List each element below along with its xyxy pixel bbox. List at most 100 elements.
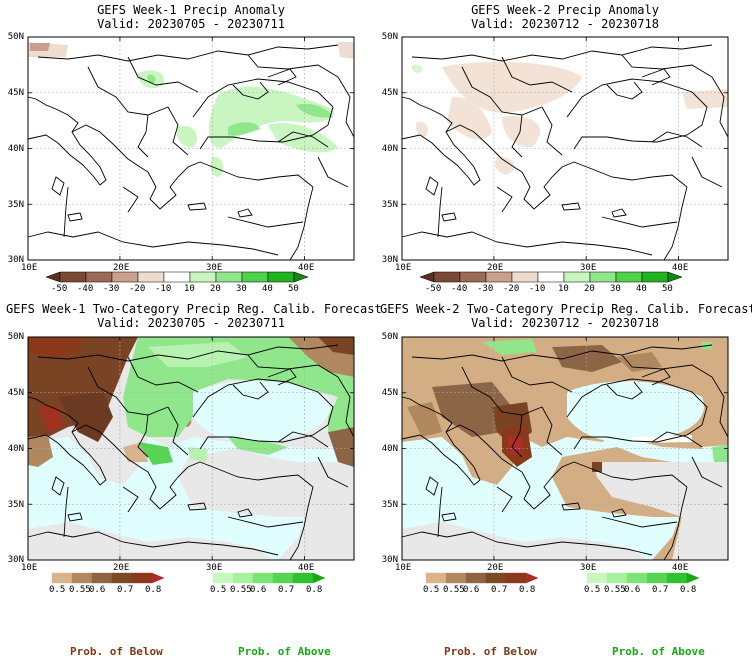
map-outline-path (606, 81, 643, 100)
map-outline-path (227, 216, 304, 228)
above-colorbar-swatch (626, 572, 648, 584)
map-outline-path (663, 186, 688, 261)
map-outline-path (27, 231, 279, 256)
anomaly-colorbar-label: -20 (503, 284, 520, 294)
above-colorbar-swatch (646, 572, 668, 584)
map-outline-path (566, 78, 708, 150)
below-colorbar-swatch (111, 572, 133, 584)
lon-label-20e: 20E (113, 263, 130, 273)
anomaly-colorbar-label: -40 (451, 284, 468, 294)
anomaly-colorbar-swatch (111, 271, 139, 283)
above-colorbar-swatch (212, 572, 234, 584)
lat-label-30n: 30N (381, 255, 398, 265)
map-outline-path (247, 54, 339, 78)
map-outline-path (521, 461, 575, 510)
below-colorbar-swatch (425, 572, 447, 584)
map-outline-path (461, 66, 543, 116)
map-outline-path (511, 414, 523, 458)
lat-label-50n: 50N (7, 332, 24, 342)
map-outline-path (541, 106, 563, 156)
above-colorbar-swatch (292, 572, 314, 584)
map-outline-path (641, 68, 671, 86)
map-outline-path (232, 81, 269, 100)
anomaly-colorbar-label: -50 (425, 284, 442, 294)
map-outline-path (67, 512, 83, 522)
lat-label-40n: 40N (381, 144, 398, 154)
lat-label-30n: 30N (381, 555, 398, 565)
anomaly-colorbar-label: -50 (51, 284, 68, 294)
lon-label-30e: 30E (580, 263, 597, 273)
negative-anomaly-area (415, 61, 728, 175)
map-outline-path (445, 424, 523, 473)
map-outline-path (711, 76, 729, 138)
panel-valid-date: Valid: 20230712 - 20230718 (471, 316, 659, 330)
map-outline-path (122, 186, 139, 213)
map-outline-path (711, 376, 729, 438)
below-colorbar-swatch (51, 572, 73, 584)
below-normal-area (407, 345, 662, 472)
lon-label-20e: 20E (487, 263, 504, 273)
anomaly-colorbar-swatch (433, 271, 461, 283)
map-outline-path (192, 378, 334, 450)
below-colorbar-swatch (465, 572, 487, 584)
map-outline-path (192, 78, 334, 150)
panel-valid-date: Valid: 20230705 - 20230711 (97, 17, 285, 31)
above-colorbar-swatch (232, 572, 254, 584)
map-outline-path (566, 378, 708, 450)
anomaly-colorbar-swatch (293, 271, 309, 283)
lat-label-45n: 45N (7, 388, 24, 398)
anomaly-colorbar-label: -40 (77, 284, 94, 294)
prob-above-label: Prob. of Above (238, 645, 331, 658)
map-outline-path (437, 186, 443, 238)
map-frame (27, 36, 355, 261)
map-outline-path (561, 502, 581, 511)
map-outline-path (27, 96, 107, 186)
lat-label-45n: 45N (381, 88, 398, 98)
map-outline-path (337, 376, 355, 438)
anomaly-colorbar-swatch (85, 271, 113, 283)
map-outline-path (521, 161, 575, 210)
map-outline-path (67, 212, 83, 222)
coastline-borders (27, 344, 355, 561)
map-outline-path (247, 354, 339, 378)
positive-anomaly-area (411, 64, 423, 73)
map-outline-path (601, 216, 678, 228)
map-outline-path (501, 356, 573, 393)
lat-label-50n: 50N (7, 32, 24, 42)
map-outline-path (27, 531, 279, 556)
panel-valid-date: Valid: 20230712 - 20230718 (471, 17, 659, 31)
above-colorbar-label: 0.8 (306, 585, 323, 595)
below-colorbar-label: 0.7 (491, 585, 508, 595)
anomaly-colorbar-swatch (215, 271, 243, 283)
map-outline-path (317, 456, 349, 488)
coastline-borders (27, 44, 355, 261)
map-outline-path (137, 414, 149, 458)
map-outline-path (87, 66, 169, 116)
below-colorbar-label: 0.55 (69, 585, 91, 595)
map-outline-path (199, 461, 314, 488)
map-outline-path (511, 114, 523, 158)
map-outline-path (573, 161, 688, 188)
anomaly-colorbar-swatch (419, 271, 435, 283)
lon-label-20e: 20E (487, 563, 504, 573)
lon-label-40e: 40E (298, 263, 315, 273)
lat-label-30n: 30N (7, 555, 24, 565)
panel-valid-date: Valid: 20230705 - 20230711 (97, 316, 285, 330)
map-outline-path (167, 406, 189, 456)
map-outline-path (425, 176, 439, 196)
prob-above-label: Prob. of Above (612, 645, 705, 658)
anomaly-colorbar-swatch (189, 271, 217, 283)
below-colorbar-swatch (151, 572, 165, 584)
above-colorbar-label: 0.7 (278, 585, 295, 595)
neutral-area (402, 435, 728, 560)
anomaly-colorbar-swatch (241, 271, 269, 283)
above-colorbar-swatch (606, 572, 628, 584)
anomaly-colorbar-label: 30 (610, 284, 621, 294)
lat-label-35n: 35N (381, 500, 398, 510)
negative-anomaly-area (28, 42, 354, 59)
map-frame (27, 336, 355, 561)
map-outline-path (641, 368, 671, 386)
below-colorbar-label: 0.5 (423, 585, 440, 595)
anomaly-colorbar-swatch (59, 271, 87, 283)
anomaly-colorbar-label: 40 (636, 284, 647, 294)
